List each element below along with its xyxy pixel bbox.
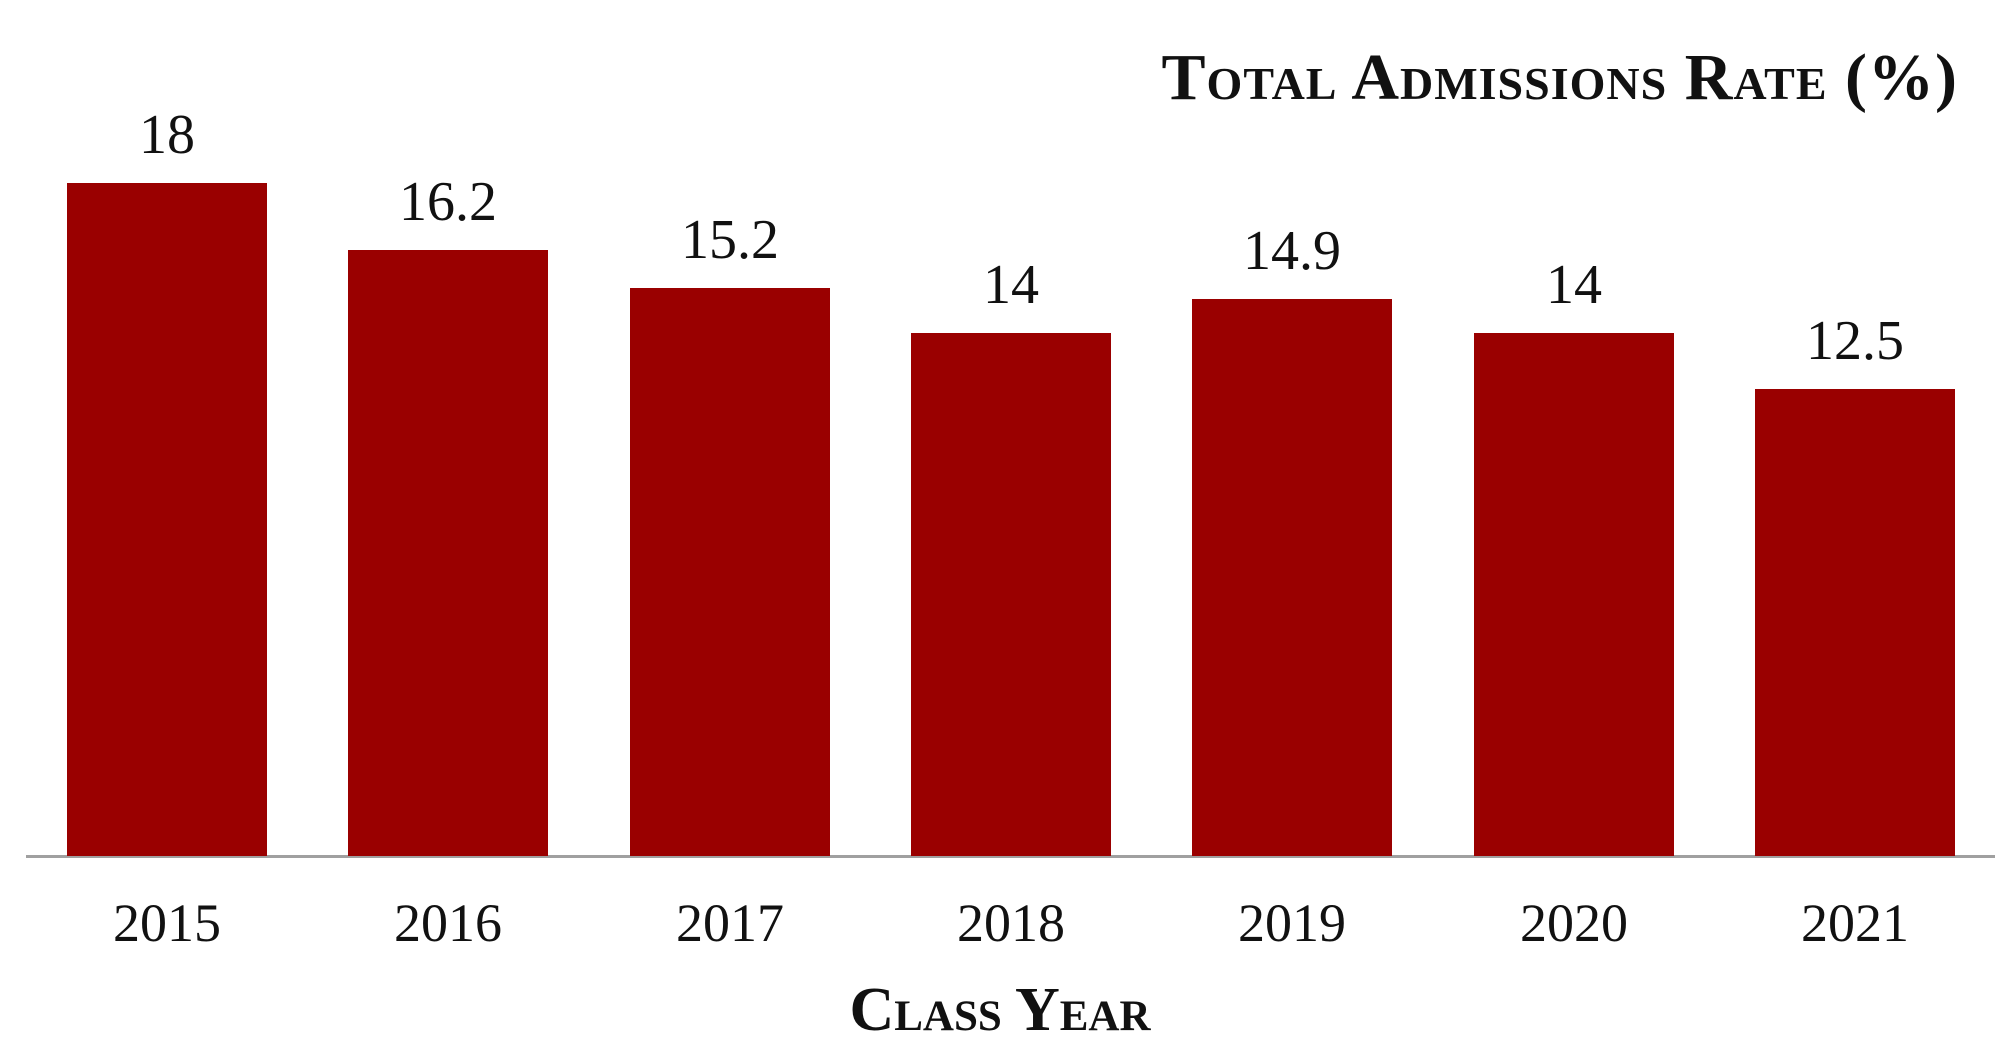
- x-tick-label: 2017: [676, 893, 784, 953]
- value-label: 18: [139, 104, 195, 166]
- x-axis-label: Class Year: [849, 976, 1151, 1044]
- value-label: 12.5: [1806, 310, 1904, 372]
- value-label: 14: [1546, 254, 1602, 316]
- x-tick-label: 2015: [113, 893, 221, 953]
- bar-2017: [630, 288, 830, 856]
- x-tick-label: 2016: [394, 893, 502, 953]
- bar-2018: [911, 333, 1111, 856]
- x-tick-label: 2020: [1520, 893, 1628, 953]
- value-label: 16.2: [399, 171, 497, 233]
- value-label: 14: [983, 254, 1039, 316]
- bar-2019: [1192, 299, 1392, 856]
- chart-title: Total Admissions Rate (%): [1161, 41, 1958, 114]
- x-tick-label: 2018: [957, 893, 1065, 953]
- bar-2015: [67, 183, 267, 856]
- x-axis-line: [26, 855, 1995, 858]
- value-label: 14.9: [1243, 220, 1341, 282]
- bar-2016: [348, 250, 548, 856]
- bar-2020: [1474, 333, 1674, 856]
- x-tick-label: 2021: [1801, 893, 1909, 953]
- value-label: 15.2: [681, 209, 779, 271]
- bar-2021: [1755, 389, 1955, 856]
- x-tick-label: 2019: [1238, 893, 1346, 953]
